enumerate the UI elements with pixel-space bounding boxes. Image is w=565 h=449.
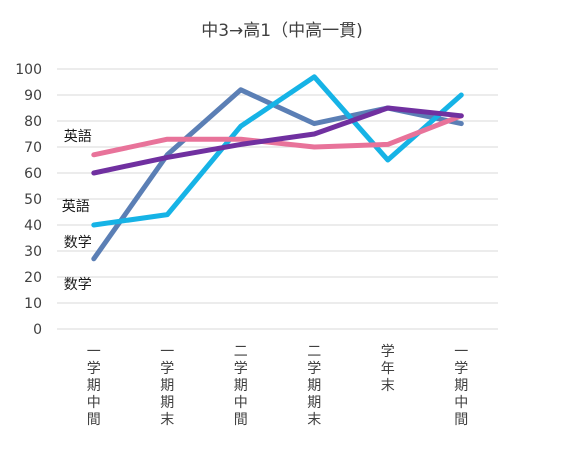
y-tick-label: 20 — [24, 270, 42, 286]
series-label: 数学 — [64, 277, 92, 293]
x-tick-char: 学 — [454, 361, 468, 377]
x-tick-char: 末 — [160, 412, 174, 428]
gridlines — [57, 68, 498, 330]
x-tick-char: 期 — [160, 395, 174, 411]
series-line — [91, 113, 464, 158]
x-tick-char: 間 — [87, 412, 101, 428]
x-tick-char: 中 — [454, 395, 468, 411]
x-tick-char: 期 — [234, 378, 248, 394]
x-tick-char: 一 — [87, 344, 101, 360]
x-tick-char: 中 — [234, 395, 248, 411]
x-tick-char: 一 — [160, 344, 174, 360]
x-tick-char: 期 — [160, 378, 174, 394]
x-tick-char: 末 — [307, 412, 321, 428]
x-tick-char: 二 — [307, 344, 321, 360]
x-tick-char: 間 — [454, 412, 468, 428]
x-tick-char: 学 — [234, 361, 248, 377]
y-axis-ticks: 0 10 20 30 40 50 60 70 80 90 100 — [15, 62, 42, 338]
series-label: 英語 — [64, 128, 92, 145]
x-tick-char: 学 — [87, 361, 101, 377]
y-tick-label: 10 — [24, 296, 42, 312]
x-tick-char: 期 — [307, 395, 321, 411]
y-tick-label: 40 — [24, 218, 42, 234]
series-label: 英語 — [62, 198, 90, 215]
x-tick-char: 末 — [381, 378, 395, 394]
y-tick-label: 70 — [24, 140, 42, 156]
x-tick-char: 学 — [160, 361, 174, 377]
x-tick-char: 中 — [87, 395, 101, 411]
series-lines — [91, 74, 464, 262]
chart-title: 中3→高1（中高一貫) — [201, 21, 363, 41]
x-tick-char: 二 — [234, 344, 248, 360]
x-tick-char: 学 — [381, 344, 395, 360]
x-tick-char: 間 — [234, 412, 248, 428]
x-tick-char: 一 — [454, 344, 468, 360]
series-label: 数学 — [64, 235, 92, 251]
series-line — [91, 105, 464, 176]
series-line — [91, 87, 464, 262]
y-tick-label: 100 — [15, 62, 42, 78]
y-tick-label: 0 — [33, 322, 42, 338]
x-tick-char: 学 — [307, 361, 321, 377]
y-tick-label: 50 — [24, 192, 42, 208]
x-tick-char: 期 — [307, 378, 321, 394]
y-tick-label: 60 — [24, 166, 42, 182]
x-tick-label: 学年末 — [381, 344, 395, 394]
x-tick-char: 期 — [87, 378, 101, 394]
x-tick-char: 年 — [381, 361, 395, 377]
y-tick-label: 80 — [24, 114, 42, 130]
y-tick-label: 30 — [24, 244, 42, 260]
x-tick-char: 期 — [454, 378, 468, 394]
series-line — [91, 74, 464, 228]
y-tick-label: 90 — [24, 88, 42, 104]
